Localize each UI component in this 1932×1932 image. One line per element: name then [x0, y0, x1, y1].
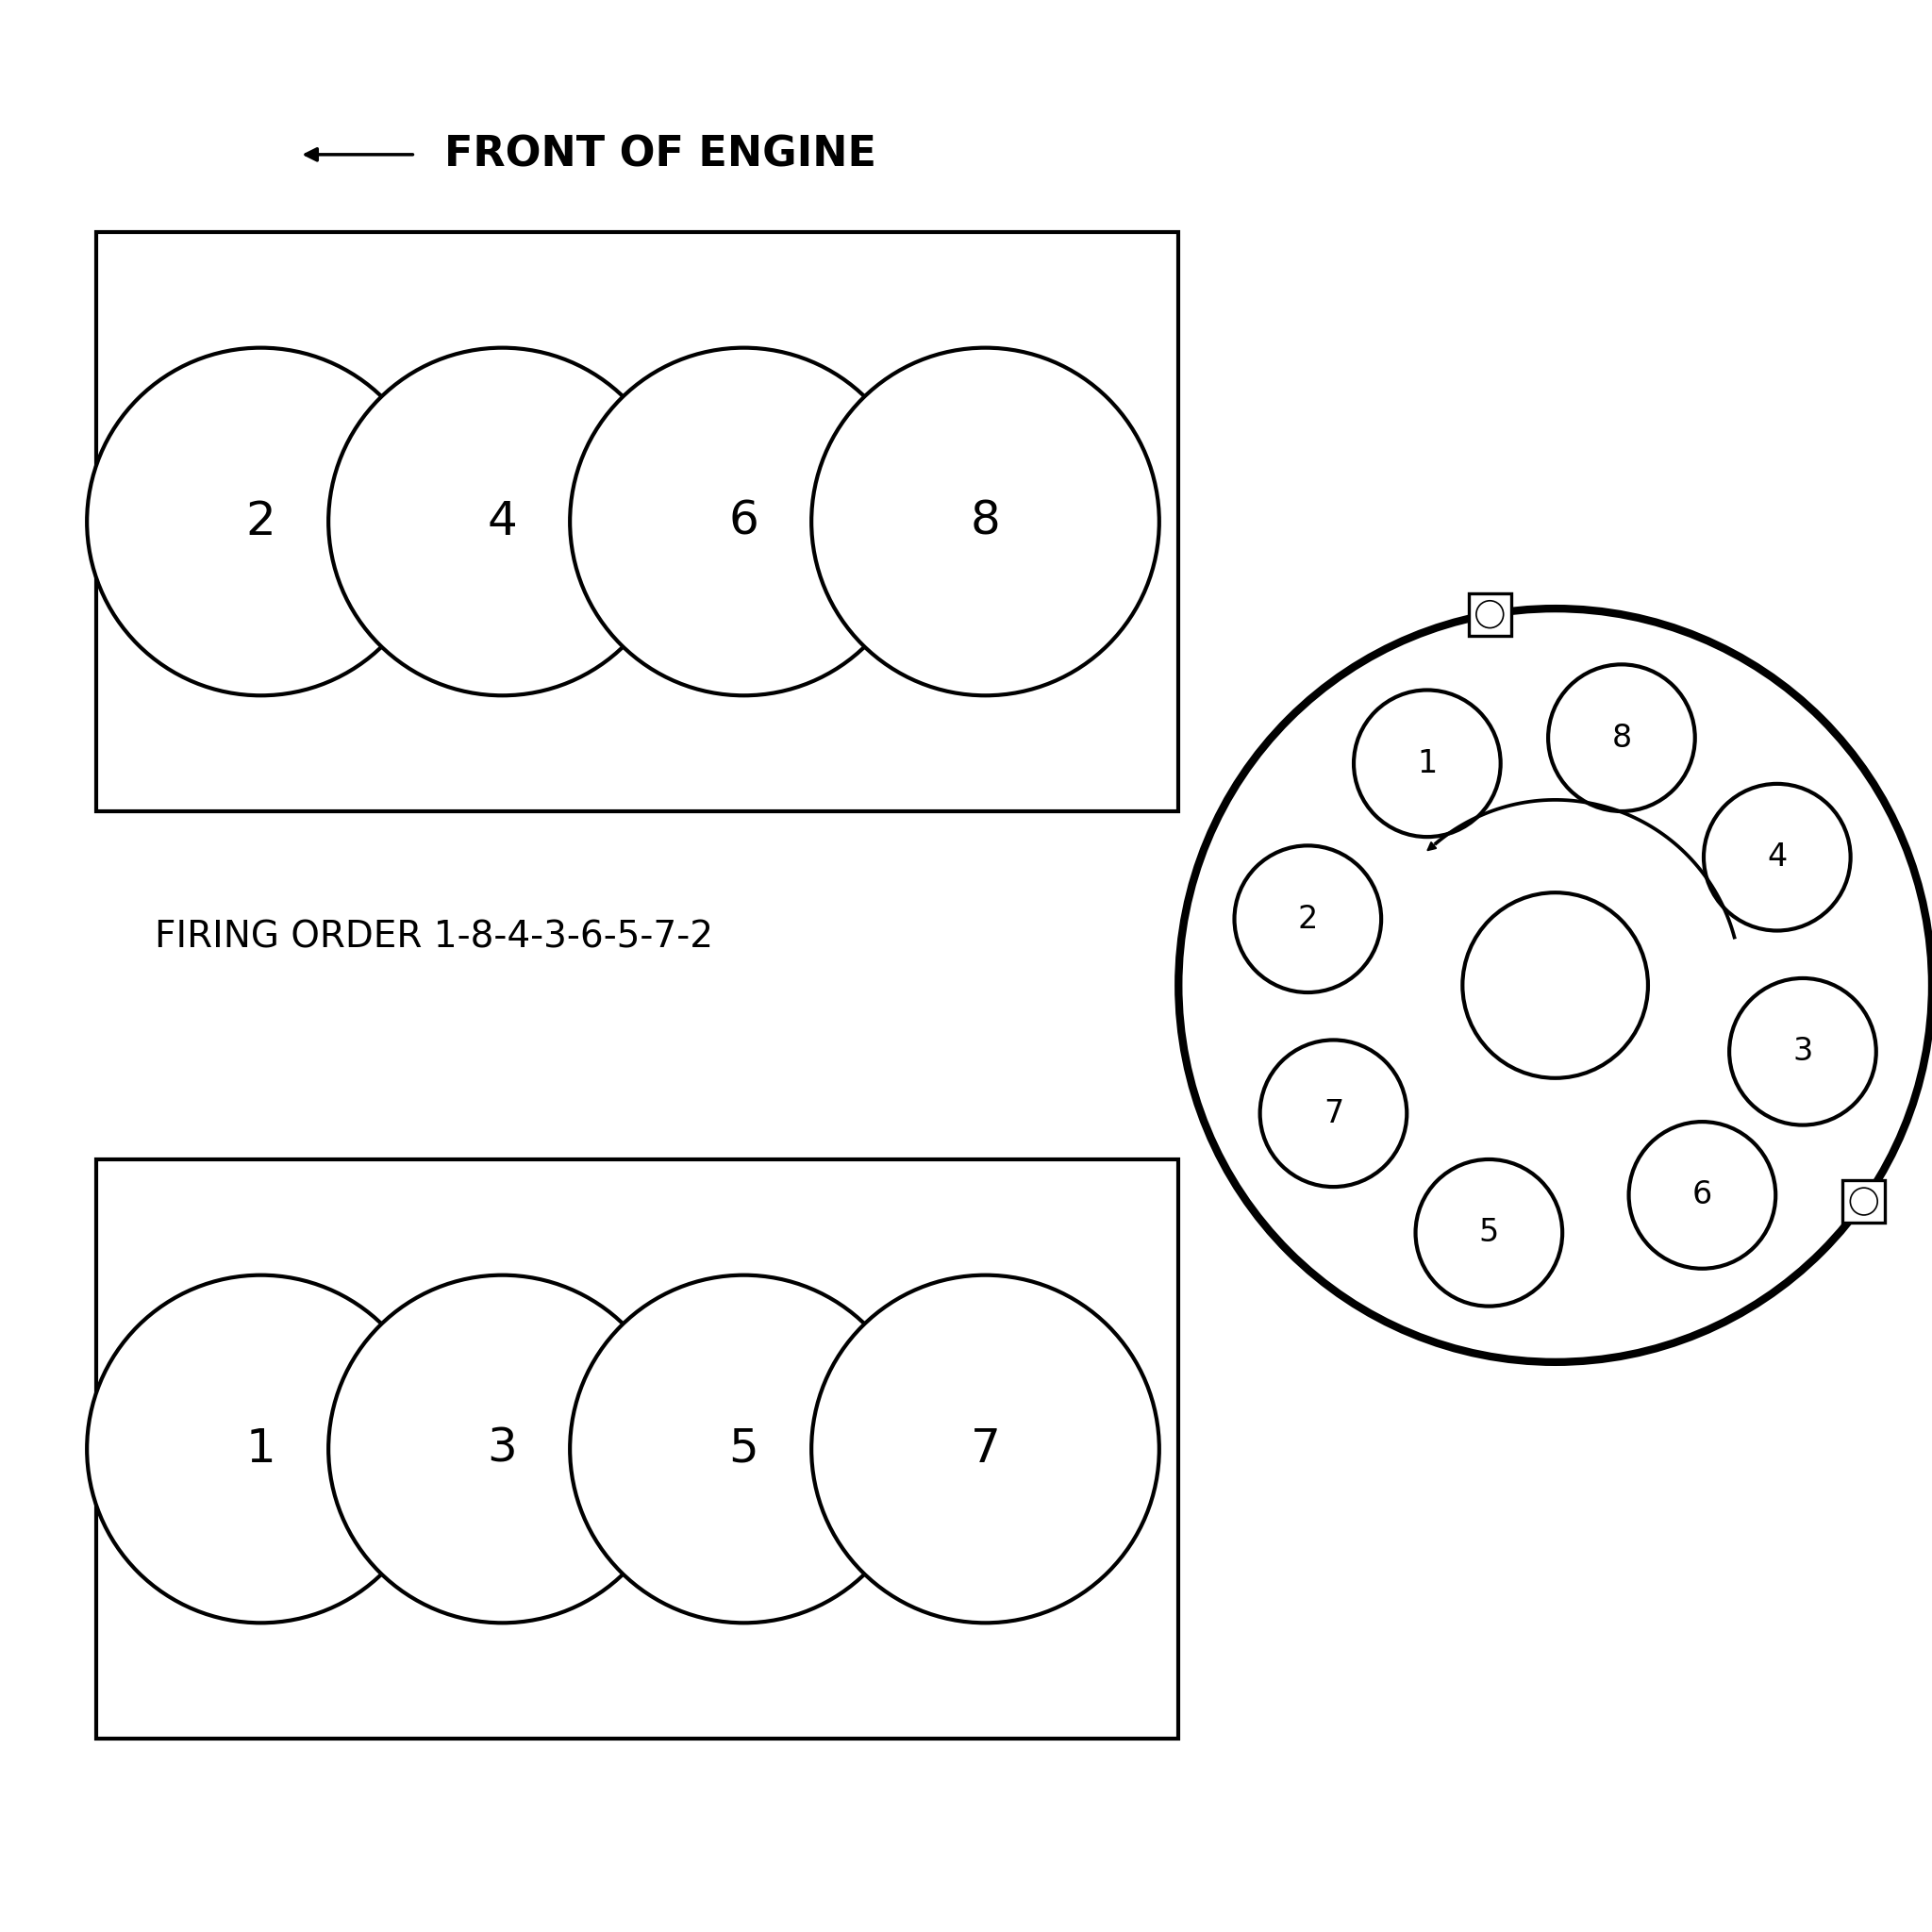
Text: 5: 5: [728, 1426, 759, 1472]
Text: 8: 8: [1611, 723, 1631, 753]
Circle shape: [1729, 978, 1876, 1124]
Text: 1: 1: [1418, 748, 1437, 779]
Text: FRONT OF ENGINE: FRONT OF ENGINE: [444, 135, 877, 174]
Circle shape: [1476, 601, 1503, 628]
Text: 4: 4: [487, 498, 518, 545]
Circle shape: [1235, 846, 1381, 993]
Text: 6: 6: [728, 498, 759, 545]
Text: 3: 3: [487, 1426, 518, 1472]
Text: 7: 7: [970, 1426, 1001, 1472]
Circle shape: [570, 1275, 918, 1623]
Circle shape: [811, 348, 1159, 696]
Circle shape: [1354, 690, 1501, 837]
Circle shape: [328, 348, 676, 696]
Text: 8: 8: [970, 498, 1001, 545]
Bar: [1468, 593, 1511, 636]
Bar: [97, 1159, 1179, 1739]
Circle shape: [1179, 609, 1932, 1362]
Text: 7: 7: [1323, 1097, 1343, 1128]
Text: 1: 1: [245, 1426, 276, 1472]
Circle shape: [1629, 1122, 1776, 1269]
Circle shape: [1463, 893, 1648, 1078]
Text: FIRING ORDER 1-8-4-3-6-5-7-2: FIRING ORDER 1-8-4-3-6-5-7-2: [155, 920, 713, 954]
Text: 2: 2: [245, 498, 276, 545]
Bar: [1843, 1180, 1886, 1223]
Text: 3: 3: [1793, 1036, 1812, 1066]
Circle shape: [1548, 665, 1694, 811]
Circle shape: [1851, 1188, 1878, 1215]
Circle shape: [87, 348, 435, 696]
Circle shape: [570, 348, 918, 696]
Circle shape: [87, 1275, 435, 1623]
Bar: [97, 232, 1179, 811]
Circle shape: [1704, 784, 1851, 931]
Text: 4: 4: [1768, 842, 1787, 873]
Circle shape: [811, 1275, 1159, 1623]
Text: 6: 6: [1692, 1180, 1712, 1211]
Text: 5: 5: [1478, 1217, 1499, 1248]
Circle shape: [1260, 1039, 1406, 1186]
Text: 2: 2: [1298, 904, 1318, 935]
Circle shape: [328, 1275, 676, 1623]
Circle shape: [1416, 1159, 1563, 1306]
